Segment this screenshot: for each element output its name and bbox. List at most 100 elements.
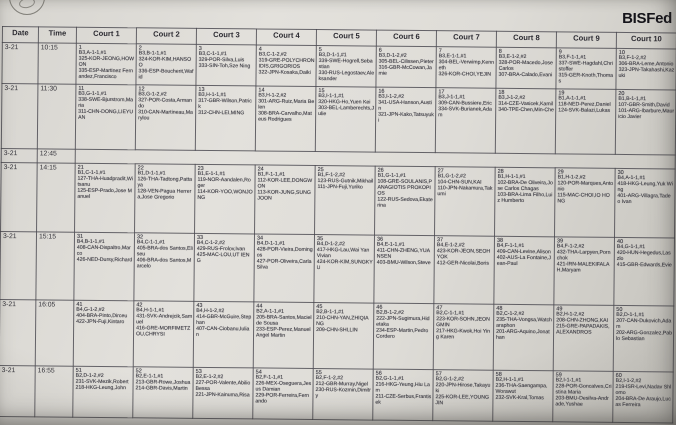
- time-cell: 16:05: [35, 299, 74, 367]
- schedule-row: 3-21 16:05 41 B4,G-1-2,#2 404-BRA-Pinto,Dirc…: [0, 299, 674, 372]
- column-header: Court 6: [376, 30, 437, 47]
- player-entry: 201-ARG-Aquino,Jonathan: [496, 328, 550, 341]
- player-entry: 122-RUS-Sedova,Ekaterina: [377, 196, 433, 209]
- schedule-row: 3-21 11:30 11 B3,G-1-1,#1 338-SWE-Bjurstrom,…: [1, 83, 676, 155]
- date-cell: 3-21: [1, 148, 38, 163]
- player-entry: 412-GER-Nicolai,Boris: [436, 259, 489, 267]
- player-entry: 334-SVK-Burianek,Adam: [438, 106, 492, 119]
- time-cell: 11:30: [37, 83, 76, 150]
- match-cell: 24 B1,F-1-1,#1 112-KOR-LEE,DONGWON 113-KOR-…: [254, 164, 316, 235]
- player-entry: 229-POR-Ferreira,Fernando: [255, 392, 310, 405]
- column-header: Court 1: [76, 27, 137, 44]
- player-entry: 427-POR-Oliveira,Carla Silva: [256, 258, 312, 271]
- player-entry: 221-JPN-Kainuma,Risa: [195, 391, 250, 399]
- match-cell: 12 B3,G-1-2,#2 327-POR-Costa,Armando 310-CA…: [135, 84, 196, 151]
- player-entry: 416-GRE-MORFIMETZOU,CHRYSI: [136, 325, 191, 338]
- player-entry: 115-MAC-CHOI,IO HONG: [557, 192, 610, 205]
- player-entry: 214-GBR-Davis,Martin: [135, 385, 188, 392]
- match-cell: 58 B2,H-1-1,#1 236-THA-Saengampa,Worawut 23…: [492, 370, 554, 422]
- match-cell: 3 B3,C-1-1,#1 329-POR-Silva,Luis 333-SIN-To…: [195, 44, 257, 86]
- player-entry: 330-RUS-Legostaev,Aleksander: [318, 69, 375, 82]
- player-entry: 322-JPN-Kosaka,Daiki: [258, 69, 311, 76]
- match-cell: 43 B4,H-1-2,#2 414-GBR-McGuire,Stephan 407-…: [193, 301, 254, 368]
- player-entry: 401-ARG-Villagra,Tadeo Ivan: [617, 192, 671, 205]
- player-entry: 422-JPN-Fuji,Kintaro: [76, 318, 125, 326]
- match-cell: 7 B3,E-1-1,#1 304-BEL-Verwimp,Kenneth 326-K…: [435, 46, 497, 89]
- player-entry: 111-JPN-Fuji,Yuriko: [317, 183, 363, 191]
- match-cell: 38 B4,F-1-1,#1 409-CAN-Levine,Alison 402-AU…: [493, 236, 555, 305]
- player-entry: 407-CAN-Ciobanu,Iulian: [196, 325, 250, 338]
- match-cell: 19 B1,A-1-1,#1 118-NED-Perez,Daniel 124-SVK…: [555, 88, 616, 155]
- match-cell: 15 B3,I-1-1,#1 320-HKG-Ho,Yuen Kei 303-BEL-…: [315, 86, 376, 153]
- match-cell: 23 B1,E-1-1,#1 119-NOR-Aandalen,Roger 114-K…: [194, 164, 256, 234]
- match-cell: 30 B4,A-1-1,#1 418-HKG-Leung,Yuk Wing 401-A…: [614, 168, 676, 238]
- match-cell: 28 B1,H-1-1,#1 102-BRA-De Oliveira,Jose Ca…: [494, 167, 556, 237]
- player-entry: 113-KOR-JUNG,SUNGJOON: [257, 189, 311, 202]
- column-header: Court 2: [136, 27, 197, 45]
- column-header: Court 5: [316, 29, 377, 47]
- player-entry: 215-GRE-PAPADAKIS,ALEXANDROS: [556, 323, 610, 336]
- match-cell: 21 B1,C-1-1,#1 127-THA-Huadpradit,Witsanu 1…: [74, 163, 136, 233]
- player-entry: 103-BRA-Lima Filho,Luiz Humberto: [497, 191, 553, 204]
- player-entry: 203-BMU-Desilva-Andrade,Yushae: [555, 395, 609, 408]
- match-cell: 5 B3,D-1-1,#1 339-SWE-Hogrell,Sebastian 330…: [315, 45, 377, 88]
- match-cell: 18 B3,J-1-2,#2 314-CZE-Vasicek,Kamil 340-TP…: [495, 88, 556, 154]
- match-cell: 2 B3,B-1-1,#1 324-KOR-KIM,HANSOO 336-ESP-Bo…: [135, 43, 197, 86]
- player-entry: 125-ESP-Prado,Jose Manuel: [77, 187, 132, 200]
- column-header: Court 10: [616, 32, 676, 49]
- match-cell: 1 B3,A-1-1,#1 325-KOR-JEONG,HOWON 335-ESP-M…: [75, 43, 137, 85]
- match-cell: 42 B4,H-1-1,#1 431-SVK-Andrejcik,Samuel 416…: [133, 300, 194, 368]
- player-entry: 421-IRN-MALEKIFALAH,Maryam: [556, 261, 610, 274]
- player-entry: 230-RUS-Kozmin,Dimitry: [315, 386, 371, 399]
- match-cell: 37 B4,E-1-2,#2 423-KOR-JEON,SEOHYOK 412-GER…: [433, 235, 495, 305]
- player-entry: 316-GBR-McCowan,Jamie: [378, 64, 432, 77]
- time-cell: 12:45: [37, 148, 76, 164]
- schedule-table: Date Time Court 1 Court 2 Court 3 Court 4 Cour…: [0, 26, 676, 423]
- time-cell: 15:15: [35, 231, 75, 301]
- match-cell: 59 B2,I-1-1,#1 228-POR-Goncalves,Cristina …: [552, 370, 614, 423]
- match-cell: 39 B4,F-1-2,#2 432-THA-Larpyen,Pornchok 421…: [553, 236, 615, 306]
- match-cell: 25 B1,F-1-2,#2 123-RUS-Gutnik,Mikhail 111-J…: [314, 165, 376, 236]
- player-entry: 233-ESP-Perez,Manuel Angel Martin: [256, 326, 311, 339]
- match-cell: 33 B4,C-1-2,#2 429-RUS-Frolov,Ivan 425-MAC-…: [193, 233, 255, 302]
- match-cell: 53 B2,E-1-2,#2 227-POR-Valente,Abilio Bess…: [192, 367, 254, 419]
- match-cell: 11 B3,G-1-1,#1 338-SWE-Bjurstrom,Maria 311-…: [75, 84, 136, 150]
- time-cell: 16:55: [34, 365, 74, 418]
- player-entry: 340-TPE-Chen,Min-Che: [498, 106, 554, 114]
- player-entry: 308-BRA-Carvalho,Mateus Rodrigues: [258, 110, 312, 123]
- player-entry: 315-GER-Knoth,Thomas: [558, 72, 614, 85]
- player-entry: 202-ARG-Gonzalez,Pablo Sebastian: [615, 329, 673, 342]
- match-cell: 41 B4,G-1-2,#2 404-BRA-Pinto,Dirceu 422-JPN…: [73, 300, 134, 367]
- player-entry: 335-ESP-Martinez Fernandez,Francisco: [78, 67, 134, 80]
- player-entry: 425-MAC-LOU,UT IENG: [196, 251, 250, 264]
- date-cell: 3-21: [0, 365, 36, 417]
- player-entry: 211-CZE-Serbus,Frantisek: [375, 393, 432, 406]
- player-entry: 426-NED-Dursy,Richard: [76, 256, 133, 264]
- player-entry: 323-JPN-Takahashi,Kazuki: [618, 66, 675, 79]
- match-cell: 31 B4,B-1-1,#1 408-CAN-Dispaltro,Marco 426-…: [73, 232, 135, 301]
- match-cell: 54 B2,F-1-1,#1 226-MEX-Oseguera,Jesus Dami…: [252, 367, 314, 420]
- match-cell: 8 B3,E-1-2,#2 328-POR-Macedo,Jose Carlos 30…: [495, 47, 557, 89]
- match-cell: 60 B2,I-1-2,#2 219-ISR-Levi,Nadav Shlomo 20…: [612, 371, 674, 423]
- player-entry: 402-AUS-La Fontaine,Jean-Paul: [496, 254, 552, 267]
- column-header: Date: [2, 26, 39, 43]
- player-entry: 311-CHN-DONG,LIEYUAN: [78, 108, 134, 121]
- match-cell: 48 B2,C-1-2,#2 235-THA-Vongsa,Watcharaphon…: [493, 304, 554, 371]
- match-cell: 51 B2,D-1-2,#2 231-SVK-Mezik,Robert 218-HKG…: [72, 366, 134, 418]
- match-cell: 52 B2,E-1-1,#1 213-GBR-Rowe,Joshua 214-GBR-…: [132, 366, 194, 419]
- match-cell: 14 B3,H-1-2,#2 301-ARG-Ruiz,Maria Belen 308…: [255, 85, 316, 152]
- column-header: Court 4: [256, 28, 317, 46]
- player-entry: 403-BMU-Wilson,Steve: [376, 259, 431, 266]
- match-cell: 47 B2,C-1-1,#1 223-KOR-SOHN,JEONGMIN 217-HK…: [433, 303, 494, 371]
- match-cell: 32 B4,C-1-1,#1 405-BRA-dos Santos,Eliseu 40…: [133, 232, 195, 302]
- player-entry: 209-CHN-SHI,LIN: [316, 326, 358, 334]
- date-cell: 3-21: [1, 42, 39, 84]
- player-entry: 218-HKG-Leung,John: [75, 384, 127, 392]
- date-cell: 3-21: [0, 162, 38, 232]
- player-entry: 234-ESP-Martin,Pedro Cordero: [376, 327, 429, 340]
- match-cell: 40 B4,G-1-1,#1 420-HUN-Hegedus,Laszlo 415-G…: [613, 237, 675, 306]
- player-entry: 114-KOR-YOO,WONJONG: [197, 188, 253, 201]
- player-entry: 307-BRA-Calado,Evani: [498, 71, 553, 79]
- player-entry: 101-ARG-Ibarbure,Mauricio Javier: [618, 107, 675, 120]
